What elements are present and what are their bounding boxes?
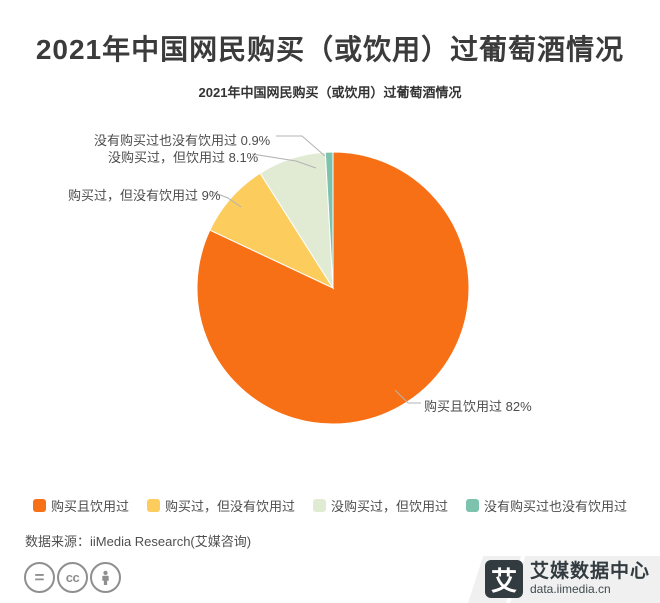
legend-label: 购买过，但没有饮用过: [164, 499, 295, 514]
pie-slice-0[interactable]: [196, 151, 470, 425]
legend-label: 没购买过，但饮用过: [331, 499, 449, 514]
legend-label: 购买且饮用过: [50, 499, 129, 514]
chart-legend: 购买且饮用过 购买过，但没有饮用过 没购买过，但饮用过 没有购买过也没有饮用过: [0, 496, 660, 515]
callout-label-bought-and-drank: 购买且饮用过 82%: [424, 399, 532, 414]
legend-swatch-icon: [32, 499, 46, 512]
legend-item-none[interactable]: 没有购买过也没有饮用过: [466, 496, 627, 515]
legend-label: 没有购买过也没有饮用过: [484, 499, 628, 514]
pie-slice-3[interactable]: [324, 151, 334, 289]
legend-item-drank-only[interactable]: 没购买过，但饮用过: [313, 496, 448, 515]
equals-icon[interactable]: =: [24, 562, 55, 593]
page-title: 2021年中国网民购买（或饮用）过葡萄酒情况: [35, 34, 625, 65]
brand-logo[interactable]: 艾 艾媒数据中心 data.iimedia.cn: [484, 560, 650, 598]
callout-label-none: 没有购买过也没有饮用过 0.9%: [94, 133, 271, 148]
leader-line: [394, 389, 421, 404]
legend-item-bought-only[interactable]: 购买过，但没有饮用过: [146, 496, 295, 515]
cc-icon[interactable]: cc: [57, 562, 88, 593]
data-source-note: 数据来源：iiMedia Research(艾媒咨询): [25, 534, 252, 549]
leader-line: [251, 153, 317, 169]
person-icon[interactable]: [90, 562, 121, 593]
brand-site: data.iimedia.cn: [529, 582, 611, 597]
legend-swatch-icon: [466, 499, 480, 512]
chart-title: 2021年中国网民购买（或饮用）过葡萄酒情况: [198, 85, 462, 100]
callout-label-bought-only: 购买过，但没有饮用过 9%: [68, 188, 221, 203]
legend-swatch-icon: [313, 499, 326, 512]
callout-label-drank-only: 没购买过，但饮用过 8.1%: [108, 150, 259, 165]
brand-name: 艾媒数据中心: [529, 561, 650, 583]
brand-mark-icon: 艾: [484, 560, 523, 598]
legend-item-bought-and-drank[interactable]: 购买且饮用过: [32, 496, 129, 515]
leader-line: [276, 135, 326, 157]
legend-swatch-icon: [146, 499, 160, 512]
license-icons: = cc: [24, 562, 121, 593]
leader-line: [209, 190, 242, 208]
